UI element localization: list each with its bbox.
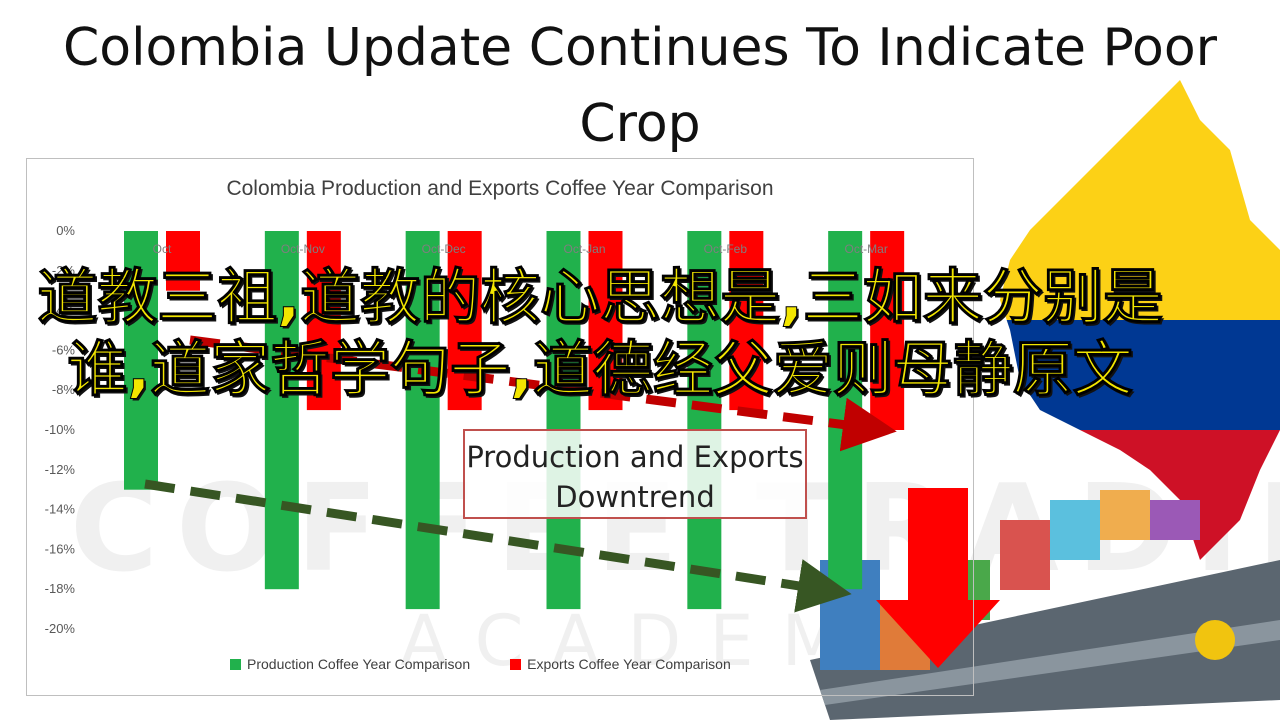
bar-exports — [870, 231, 905, 430]
bar-exports — [306, 231, 341, 411]
y-tick-label: 0% — [56, 223, 75, 238]
legend-label-production: Production Coffee Year Comparison — [247, 656, 471, 672]
red-down-arrow-icon — [876, 488, 1000, 668]
production-downtrend-arrow — [144, 479, 852, 613]
bar-exports — [588, 231, 623, 411]
category-label: Oct-Dec — [422, 242, 466, 256]
y-tick-label: -12% — [45, 462, 76, 477]
overlay-caption: 道教三祖,道教的核心思想是,三如来分别是谁,道家哲学句子,道德经父爱则母静原文 — [37, 263, 1164, 406]
legend-label-exports: Exports Coffee Year Comparison — [527, 656, 731, 672]
chart-legend: Production Coffee Year Comparison Export… — [230, 656, 731, 672]
legend-swatch-production — [230, 658, 241, 670]
legend-item-production: Production Coffee Year Comparison — [230, 656, 470, 672]
bar-production — [264, 231, 299, 590]
legend-item-exports: Exports Coffee Year Comparison — [510, 656, 731, 672]
bar-exports — [729, 231, 764, 411]
legend-swatch-exports — [510, 658, 522, 670]
bar-production — [405, 231, 440, 610]
y-tick-label: -2% — [52, 263, 76, 278]
chart-panel: Colombia Production and Exports Coffee Y… — [26, 158, 974, 696]
category-label: Oct-Feb — [704, 242, 748, 256]
chart-title: Colombia Production and Exports Coffee Y… — [226, 177, 774, 200]
bar-exports — [166, 231, 200, 291]
downtrend-callout: Production and Exports Downtrend — [463, 429, 807, 519]
y-tick-label: -6% — [52, 342, 76, 357]
category-label: Oct-Mar — [844, 242, 887, 256]
y-tick-label: -4% — [52, 303, 76, 318]
bar-production — [124, 231, 158, 490]
exports-downtrend-arrow — [189, 335, 897, 452]
y-tick-label: -16% — [45, 541, 76, 556]
y-tick-label: -20% — [45, 621, 76, 636]
page-headline: Colombia Update Continues To Indicate Po… — [62, 18, 1218, 154]
category-label: Oct-Nov — [281, 242, 325, 256]
bar-chart: 0% -2% -4% -6% -8% -10% -12% -14% -16% -18% -20% Oc… — [45, 223, 905, 636]
category-label: Oct — [153, 242, 172, 256]
category-label: Oct-Jan — [563, 242, 605, 256]
bar-production — [687, 231, 722, 610]
y-tick-label: -10% — [45, 422, 76, 437]
y-tick-label: -18% — [45, 581, 76, 596]
y-tick-label: -8% — [52, 382, 76, 397]
y-tick-label: -14% — [45, 502, 76, 517]
